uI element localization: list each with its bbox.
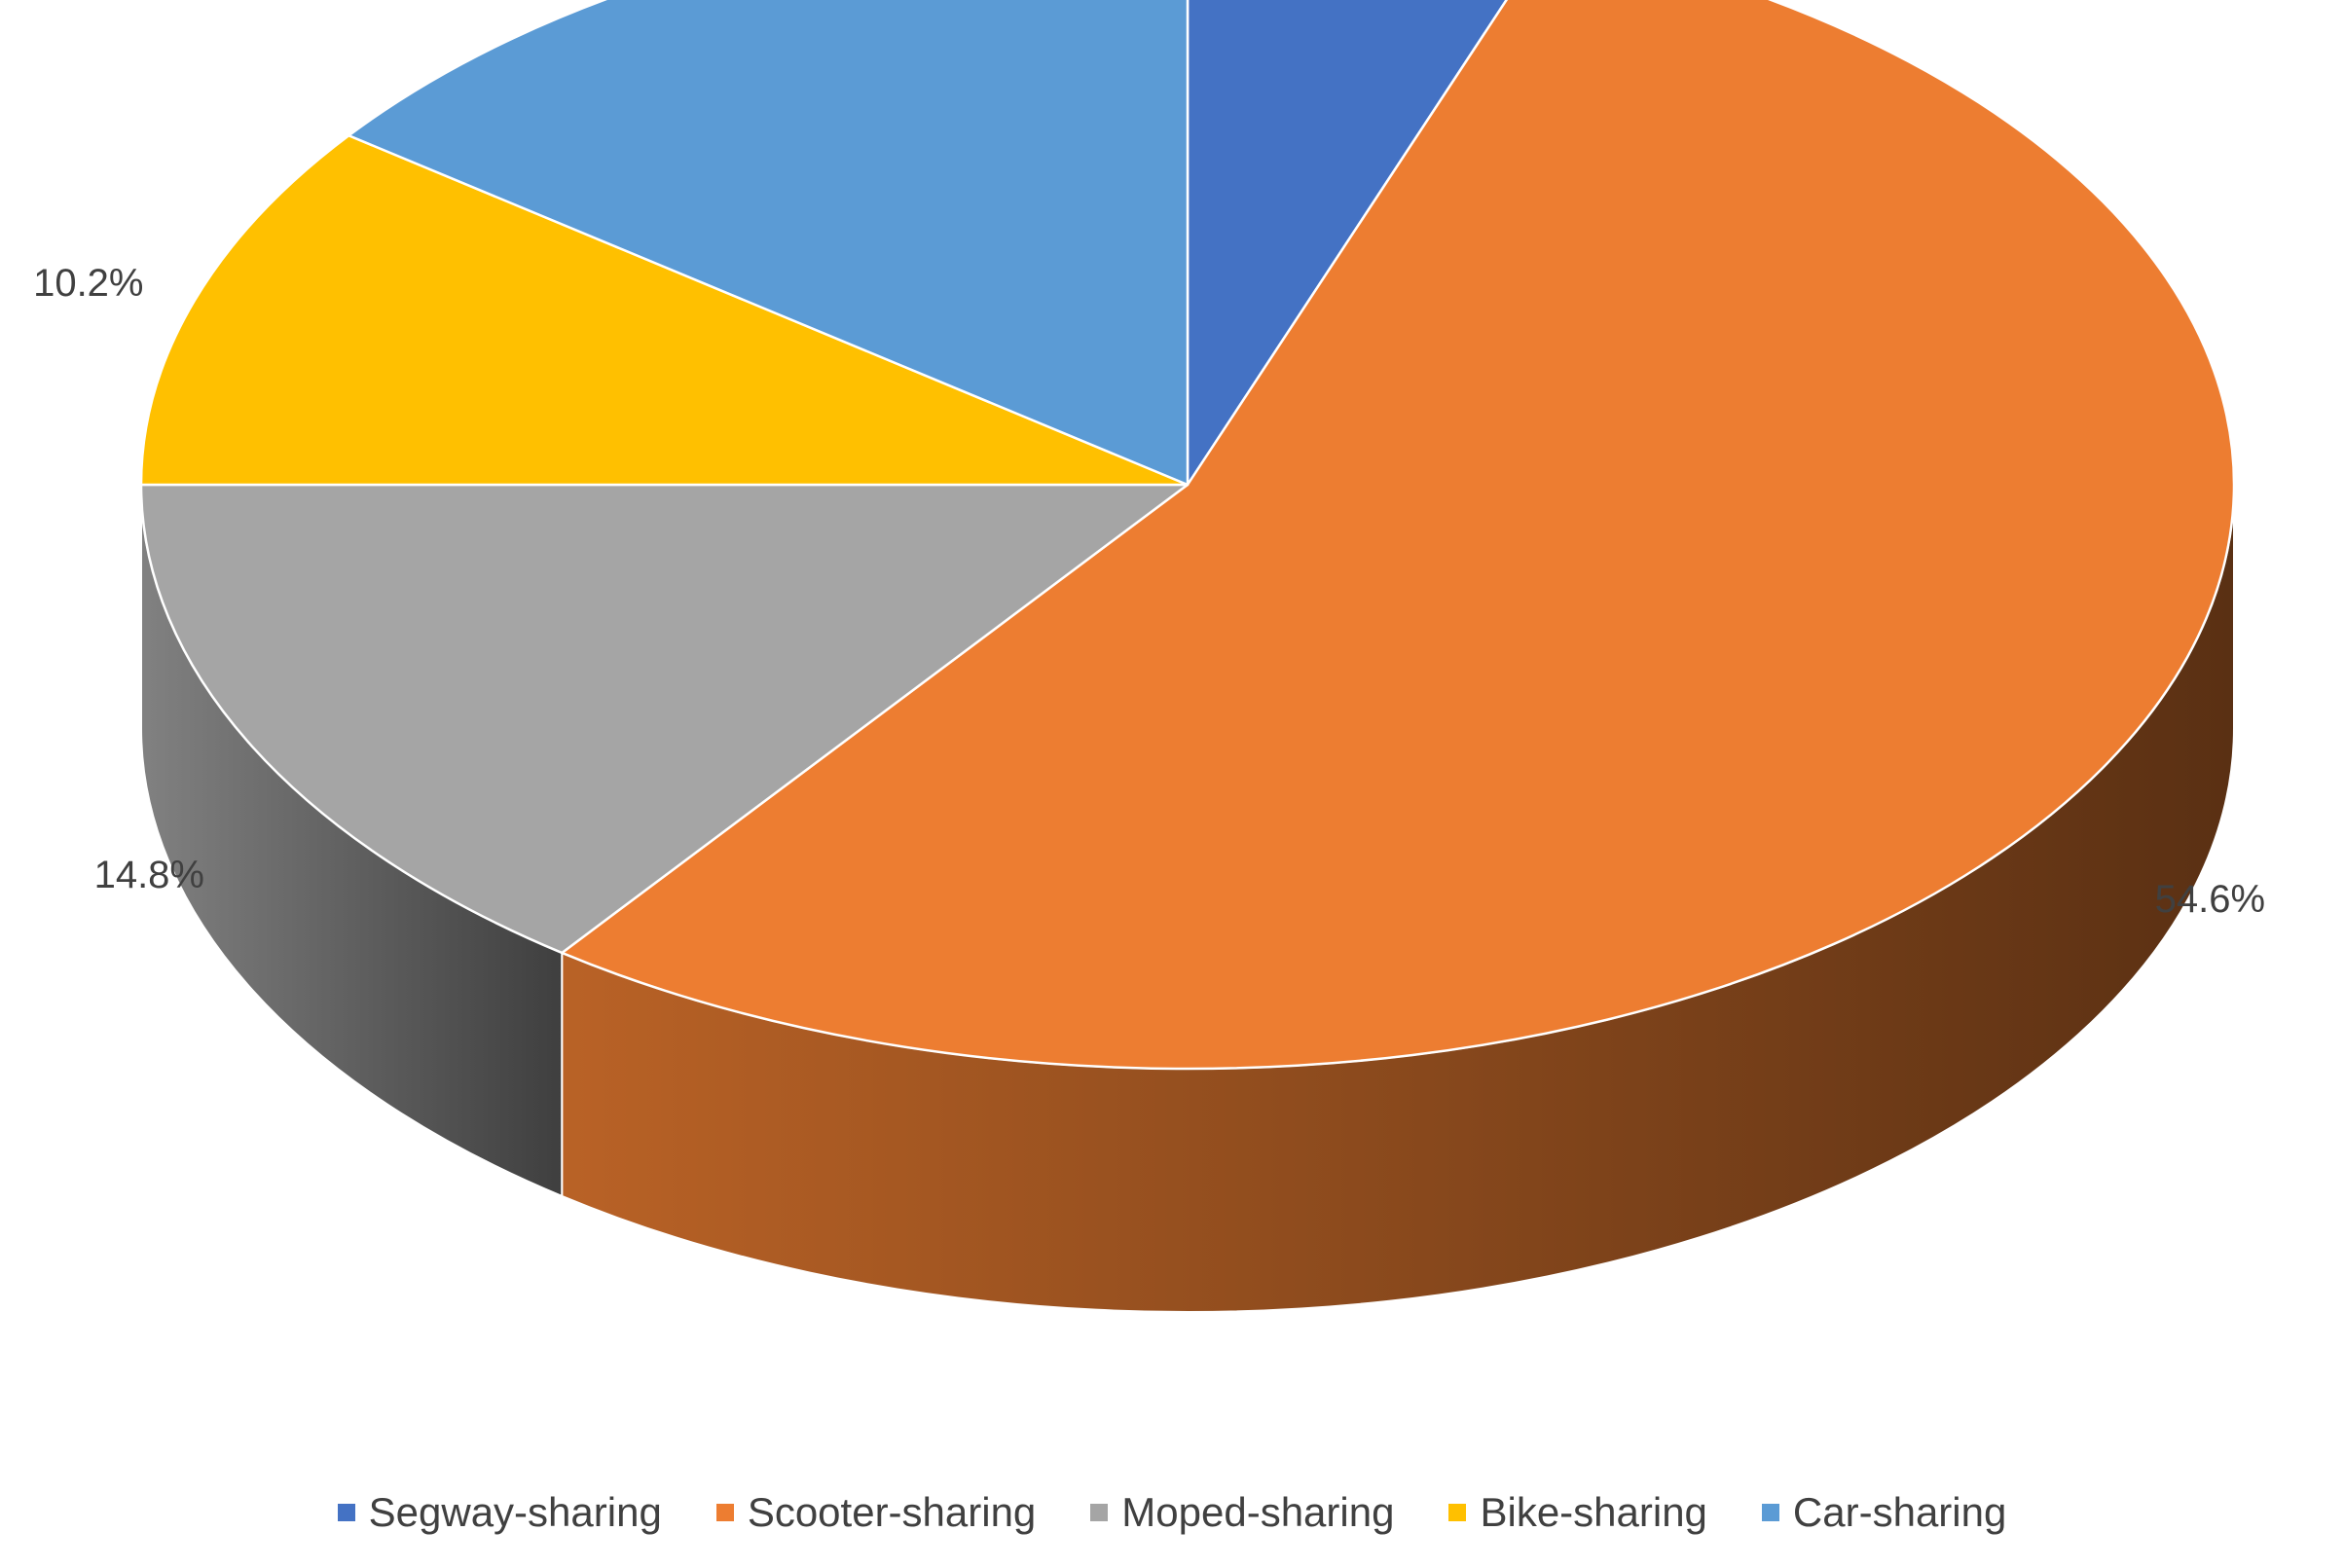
- legend-label-scooter-sharing: Scooter-sharing: [747, 1489, 1037, 1535]
- legend-item-car-sharing: Car-sharing: [1761, 1489, 2007, 1536]
- legend-label-car-sharing: Car-sharing: [1792, 1489, 2007, 1535]
- legend-label-segway-sharing: Segway-sharing: [368, 1489, 662, 1535]
- pie-chart-plot: 5.6%54.6%14.8%10.2%14.8%: [33, 0, 2265, 1313]
- legend-swatch-car-sharing: [1761, 1504, 1779, 1521]
- slice-moped-sharing: [139, 483, 1190, 955]
- legend-swatch-bike-sharing: [1448, 1504, 1467, 1521]
- slice-car-sharing: [348, 0, 1190, 487]
- legend-item-scooter-sharing: Scooter-sharing: [715, 1489, 1037, 1536]
- legend-swatch-segway-sharing: [337, 1504, 355, 1521]
- data-label-moped-sharing: 14.8%: [94, 854, 204, 896]
- slice-bike-sharing: [139, 134, 1190, 487]
- legend-label-moped-sharing: Moped-sharing: [1121, 1489, 1395, 1535]
- legend-item-segway-sharing: Segway-sharing: [337, 1489, 662, 1536]
- chart-legend: Segway-sharing Scooter-sharing Moped-shari…: [0, 1489, 2344, 1536]
- legend-item-moped-sharing: Moped-sharing: [1090, 1489, 1394, 1536]
- legend-label-bike-sharing: Bike-sharing: [1480, 1489, 1707, 1535]
- legend-item-bike-sharing: Bike-sharing: [1448, 1489, 1707, 1536]
- slice-scooter-sharing: [561, 0, 2236, 1071]
- data-label-bike-sharing: 10.2%: [33, 262, 143, 305]
- legend-swatch-scooter-sharing: [715, 1504, 734, 1521]
- legend-swatch-moped-sharing: [1090, 1504, 1109, 1521]
- data-label-scooter-sharing: 54.6%: [2155, 878, 2265, 921]
